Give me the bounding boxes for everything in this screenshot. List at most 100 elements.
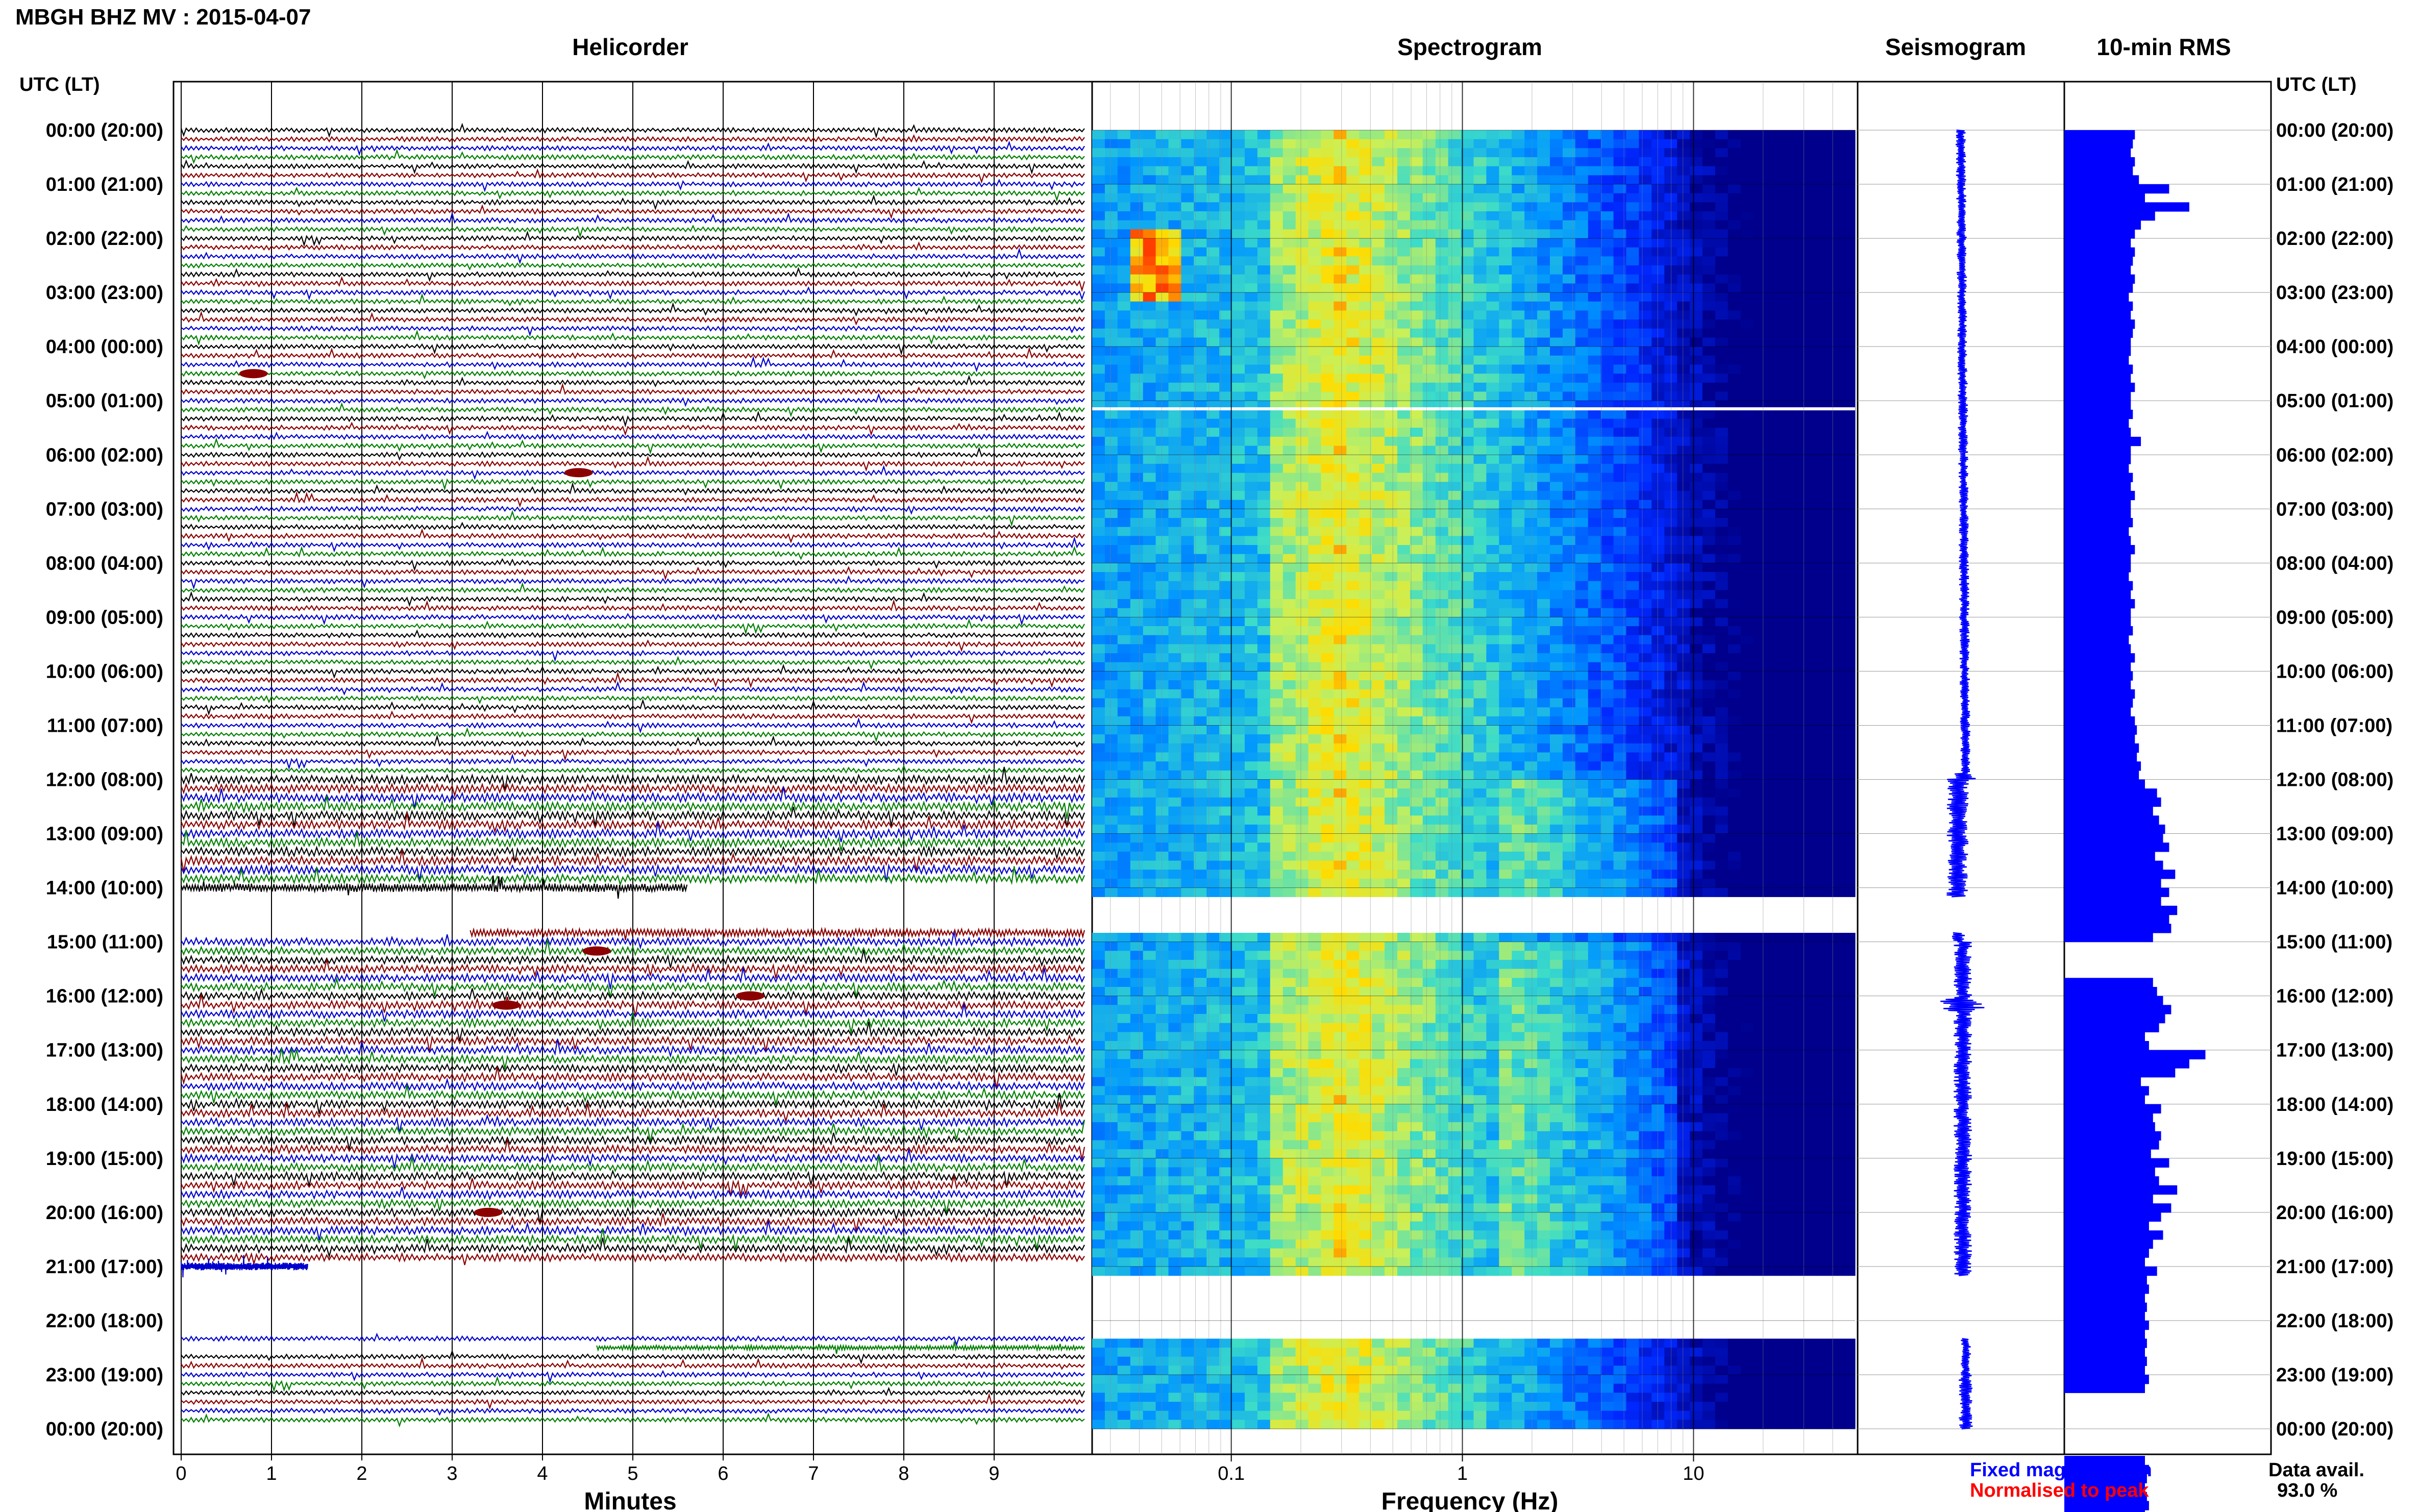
spectrogram-cell — [1410, 536, 1423, 546]
spectrogram-cell — [1143, 770, 1156, 780]
spectrogram-cell — [1321, 716, 1334, 726]
spectrogram-cell — [1194, 328, 1207, 338]
spectrogram-cell — [1817, 274, 1830, 284]
spectrogram-cell — [1219, 635, 1232, 645]
spectrogram-cell — [1397, 743, 1411, 753]
spectrogram-cell — [1588, 184, 1601, 194]
spectrogram-cell — [1155, 148, 1169, 158]
spectrogram-cell — [1727, 590, 1741, 600]
spectrogram-cell — [1321, 473, 1334, 482]
spectrogram-cell — [1359, 139, 1372, 148]
spectrogram-cell — [1461, 527, 1474, 536]
spectrogram-cell — [1727, 608, 1741, 617]
spectrogram-cell — [1321, 409, 1334, 419]
helicorder-trace-line — [181, 698, 1085, 716]
spectrogram-cell — [1168, 256, 1181, 266]
spectrogram-cell — [1702, 689, 1716, 699]
spectrogram-cell — [1359, 436, 1372, 447]
spectrogram-cell — [1155, 374, 1169, 383]
spectrogram-cell — [1334, 698, 1347, 708]
spectrogram-cell — [1397, 310, 1411, 320]
spectrogram-cell — [1690, 364, 1703, 374]
spectrogram-cell — [1130, 148, 1144, 158]
spectrogram-cell — [1524, 536, 1538, 546]
spectrogram-cell — [1562, 490, 1576, 501]
spectrogram-cell — [1613, 635, 1627, 645]
spectrogram-cell — [1270, 554, 1283, 563]
spectrogram-cell — [1753, 572, 1767, 582]
spectrogram-cell — [1359, 626, 1372, 636]
spectrogram-cell — [1626, 382, 1639, 392]
spectrogram-cell — [1702, 148, 1716, 158]
spectrogram-cell — [1830, 689, 1843, 699]
spectrogram-cell — [1461, 734, 1474, 744]
spectrogram-cell — [1524, 274, 1538, 284]
helicorder-trace-line — [181, 343, 1085, 356]
spectrogram-cell — [1524, 752, 1538, 762]
spectrogram-cell — [1448, 428, 1462, 437]
spectrogram-cell — [1448, 193, 1462, 203]
spectrogram-cell — [1639, 680, 1652, 690]
spectrogram-cell — [1817, 139, 1830, 148]
spectrogram-cell — [1524, 202, 1538, 212]
spectrogram-cell — [1791, 833, 1805, 843]
spectrogram-cell — [1397, 346, 1411, 356]
spectrogram-cell — [1766, 310, 1780, 320]
spectrogram-cell — [1270, 157, 1283, 167]
spectrogram-cell — [1321, 292, 1334, 302]
spectrogram-cell — [1359, 599, 1372, 609]
spectrogram-cell — [1702, 761, 1716, 771]
spectrogram-cell — [1600, 482, 1614, 491]
spectrogram-cell — [1588, 463, 1601, 474]
spectrogram-cell — [1168, 346, 1181, 356]
spectrogram-cell — [1524, 364, 1538, 374]
spectrogram-cell — [1753, 247, 1767, 257]
spectrogram-cell — [1537, 346, 1550, 356]
spectrogram-cell — [1639, 256, 1652, 266]
spectrogram-cell — [1422, 301, 1436, 311]
spectrogram-cell — [1766, 536, 1780, 546]
spectrogram-cell — [1639, 662, 1652, 672]
spectrogram-cell — [1550, 824, 1563, 834]
spectrogram-cell — [1448, 500, 1462, 509]
spectrogram-cell — [1295, 563, 1309, 573]
spectrogram-cell — [1690, 455, 1703, 464]
spectrogram-cell — [1321, 590, 1334, 600]
spectrogram-cell — [1639, 247, 1652, 257]
spectrogram-cell — [1130, 599, 1144, 609]
spectrogram-cell — [1702, 608, 1716, 617]
spectrogram-cell — [1740, 139, 1754, 148]
spectrogram-cell — [1842, 734, 1856, 744]
spectrogram-cell — [1473, 175, 1487, 185]
spectrogram-cell — [1499, 211, 1512, 221]
spectrogram-cell — [1562, 653, 1576, 663]
spectrogram-cell — [1727, 680, 1741, 690]
spectrogram-cell — [1397, 229, 1411, 239]
spectrogram-cell — [1499, 382, 1512, 392]
spectrogram-cell — [1448, 139, 1462, 148]
spectrogram-cell — [1766, 545, 1780, 555]
spectrogram-cell — [1524, 572, 1538, 582]
spectrogram-cell — [1486, 247, 1499, 257]
spectrogram-cell — [1282, 355, 1296, 365]
spectrogram-cell — [1334, 743, 1347, 753]
spectrogram-cell — [1766, 428, 1780, 437]
spectrogram-cell — [1168, 247, 1181, 257]
spectrogram-cell — [1550, 473, 1563, 482]
spectrogram-cell — [1842, 238, 1856, 248]
spectrogram-cell — [1613, 509, 1627, 518]
spectrogram-cell — [1600, 445, 1614, 455]
spectrogram-cell — [1791, 635, 1805, 645]
spectrogram-cell — [1295, 445, 1309, 455]
spectrogram-cell — [1130, 346, 1144, 356]
spectrogram-cell — [1804, 761, 1817, 771]
spectrogram-cell — [1257, 626, 1271, 636]
spectrogram-cell — [1410, 175, 1423, 185]
spectrogram-cell — [1537, 509, 1550, 518]
spectrogram-cell — [1346, 382, 1360, 392]
spectrogram-cell — [1257, 328, 1271, 338]
spectrogram-cell — [1651, 229, 1665, 239]
spectrogram-cell — [1397, 500, 1411, 509]
spectrogram-cell — [1727, 482, 1741, 491]
spectrogram-cell — [1512, 500, 1525, 509]
